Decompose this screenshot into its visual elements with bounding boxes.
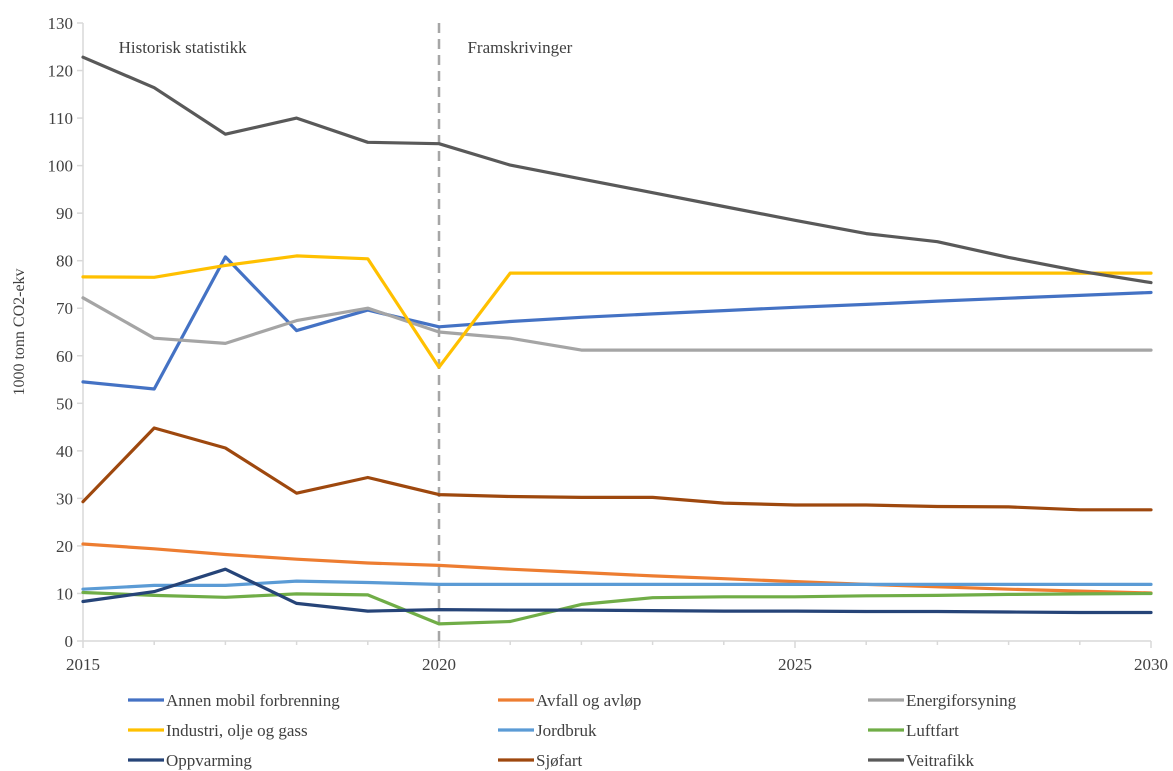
series-line-industri-olje-og-gass <box>81 254 1153 369</box>
y-tick-label: 60 <box>56 347 73 366</box>
x-ticks: 2015 2020 2025 2030 <box>66 641 1168 674</box>
series-line-veitrafikk <box>81 55 1153 285</box>
y-tick-label: 100 <box>48 157 74 176</box>
legend-label: Veitrafikk <box>906 751 974 770</box>
annotation-projections: Framskrivinger <box>467 38 572 57</box>
series-line-avfall-og-avløp <box>81 542 1153 595</box>
series-line-luftfart <box>81 590 1153 626</box>
series-line-energiforsyning <box>81 296 1153 352</box>
y-tick-label: 70 <box>56 299 73 318</box>
series-line-annen-mobil-forbrenning <box>81 255 1153 391</box>
legend-label: Sjøfart <box>536 751 583 770</box>
annotation-historical: Historisk statistikk <box>119 38 247 57</box>
y-tick-label: 50 <box>56 394 73 413</box>
legend-label: Industri, olje og gass <box>166 721 308 740</box>
series-line-sjøfart <box>81 426 1153 512</box>
legend-label: Annen mobil forbrenning <box>166 691 340 710</box>
series-line-jordbruk <box>81 579 1153 591</box>
y-ticks: 0 10 20 30 40 50 60 70 80 90 100 110 120 130 <box>48 14 83 651</box>
x-tick-label: 2030 <box>1134 655 1168 674</box>
series-line-oppvarming <box>81 567 1153 615</box>
y-tick-label: 0 <box>65 632 74 651</box>
y-tick-label: 30 <box>56 489 73 508</box>
legend-label: Jordbruk <box>536 721 597 740</box>
y-axis-label: 1000 tonn CO2-ekv <box>11 268 28 395</box>
y-tick-label: 120 <box>48 62 74 81</box>
x-tick-label: 2020 <box>422 655 456 674</box>
y-tick-label: 40 <box>56 442 73 461</box>
legend-label: Energiforsyning <box>906 691 1017 710</box>
legend: Annen mobil forbrenning Avfall og avløp En… <box>128 691 1017 770</box>
axes <box>82 23 1151 642</box>
y-tick-label: 80 <box>56 252 73 271</box>
x-tick-label: 2025 <box>778 655 812 674</box>
x-tick-label: 2015 <box>66 655 100 674</box>
legend-label: Luftfart <box>906 721 959 740</box>
y-tick-label: 10 <box>56 584 73 603</box>
legend-label: Oppvarming <box>166 751 252 770</box>
y-tick-label: 130 <box>48 14 74 33</box>
y-tick-label: 110 <box>48 109 73 128</box>
series-lines <box>81 55 1153 626</box>
y-tick-label: 90 <box>56 204 73 223</box>
y-tick-label: 20 <box>56 537 73 556</box>
legend-label: Avfall og avløp <box>536 691 641 710</box>
